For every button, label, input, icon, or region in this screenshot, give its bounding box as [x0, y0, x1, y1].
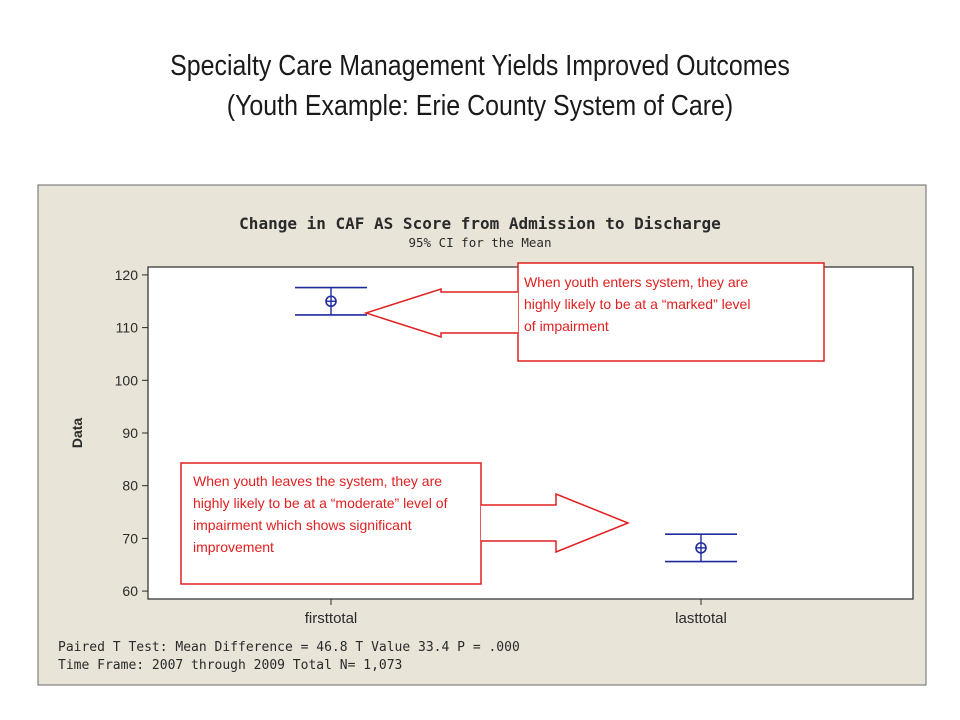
- slide-title-line-2: (Youth Example: Erie County System of Ca…: [226, 90, 734, 122]
- callout-exit-line: improvement: [193, 539, 274, 555]
- callout-box-exit: [180, 462, 482, 585]
- y-axis-label: Data: [69, 418, 85, 449]
- y-tick-label: 90: [122, 425, 138, 441]
- x-tick-label: lasttotal: [675, 610, 727, 627]
- callout-exit-line: When youth leaves the system, they are: [193, 473, 443, 489]
- arrow-right-icon: [481, 492, 631, 554]
- callout-entry-line: of impairment: [524, 318, 609, 334]
- callout-entry-line: highly likely to be at a “marked” level: [524, 296, 751, 312]
- callout-entry-line: When youth enters system, they are: [524, 274, 749, 290]
- callout-box-entry: [517, 262, 825, 362]
- slide-title: Specialty Care Management Yields Improve…: [67, 46, 893, 126]
- chart-subtitle: 95% CI for the Mean: [409, 235, 552, 250]
- callout-text-entry: When youth enters system, they are highl…: [524, 271, 820, 337]
- chart-title: Change in CAF AS Score from Admission to…: [239, 214, 721, 233]
- y-tick-label: 100: [115, 372, 139, 388]
- callout-text-exit: When youth leaves the system, they are h…: [193, 470, 479, 558]
- x-axis: firsttotal lasttotal: [305, 599, 727, 627]
- chart-notes: Paired T Test: Mean Difference = 46.8 T …: [58, 640, 520, 673]
- y-axis: 60 70 80 90 100 110 120: [115, 267, 148, 599]
- y-tick-label: 120: [115, 267, 139, 283]
- y-tick-label: 70: [122, 530, 138, 546]
- y-tick-label: 80: [122, 478, 138, 494]
- callout-exit-line: impairment which shows significant: [193, 517, 412, 533]
- slide-title-line-1: Specialty Care Management Yields Improve…: [170, 50, 790, 82]
- chart-note: Paired T Test: Mean Difference = 46.8 T …: [58, 640, 520, 655]
- chart-note: Time Frame: 2007 through 2009 Total N= 1…: [58, 658, 402, 673]
- callout-exit-line: highly likely to be at a “moderate” leve…: [193, 495, 448, 511]
- arrow-left-icon: [363, 287, 518, 339]
- y-tick-label: 110: [116, 320, 139, 336]
- interval-series: [295, 286, 737, 563]
- x-tick-label: firsttotal: [305, 610, 358, 627]
- y-tick-label: 60: [122, 583, 138, 599]
